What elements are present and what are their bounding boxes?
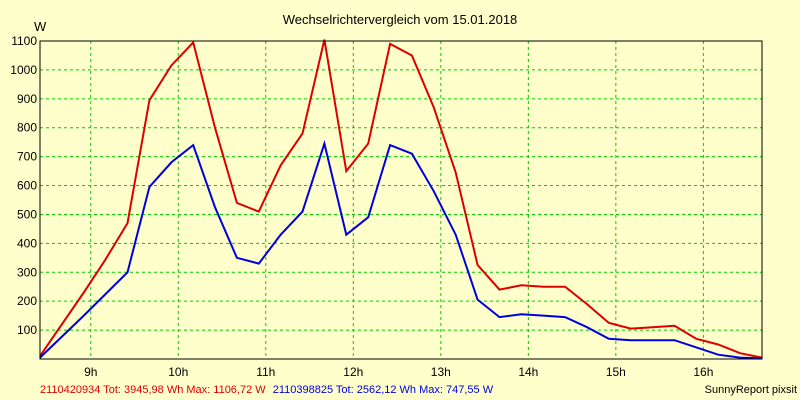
chart-title: Wechselrichtervergleich vom 15.01.2018 — [283, 12, 518, 27]
y-axis-ticks: 100 200 300 400 500 600 700 800 900 1000 1100 — [10, 34, 37, 337]
y-tick-label: 300 — [17, 265, 37, 279]
footer-legend: 2110420934 Tot: 3945,98 Wh Max: 1106,72 … — [40, 384, 494, 396]
x-axis-ticks: 9h 10h 11h 12h 13h 14h 15h 16h — [84, 365, 713, 379]
legend-series-1: 2110420934 Tot: 3945,98 Wh Max: 1106,72 … — [40, 384, 266, 396]
footer-credit: SunnyReport pixsit — [705, 384, 797, 396]
y-tick-label: 200 — [17, 294, 37, 308]
legend-series-2: 2110398825 Tot: 2562,12 Wh Max: 747,55 W — [273, 384, 494, 396]
y-tick-label: 900 — [17, 92, 37, 106]
y-tick-label: 800 — [17, 121, 37, 135]
x-tick-label: 16h — [693, 365, 713, 379]
y-axis-unit: W — [34, 19, 47, 34]
y-tick-label: 1100 — [11, 34, 37, 48]
y-tick-label: 1000 — [10, 63, 37, 77]
plot-border — [39, 40, 763, 360]
x-tick-label: 13h — [431, 365, 451, 379]
y-tick-label: 600 — [17, 179, 37, 193]
y-tick-label: 700 — [17, 150, 37, 164]
x-tick-label: 14h — [518, 365, 538, 379]
y-tick-label: 400 — [17, 236, 37, 250]
x-tick-label: 15h — [606, 365, 626, 379]
x-tick-label: 9h — [84, 365, 97, 379]
series-line-2 — [39, 139, 763, 360]
x-tick-label: 11h — [256, 365, 275, 379]
x-tick-label: 12h — [343, 365, 363, 379]
x-tick-label: 10h — [168, 365, 188, 379]
y-tick-label: 100 — [17, 323, 37, 337]
y-tick-label: 500 — [17, 207, 37, 221]
series-line-1 — [39, 39, 763, 359]
series-layer — [39, 39, 763, 360]
plot-background — [40, 41, 762, 359]
